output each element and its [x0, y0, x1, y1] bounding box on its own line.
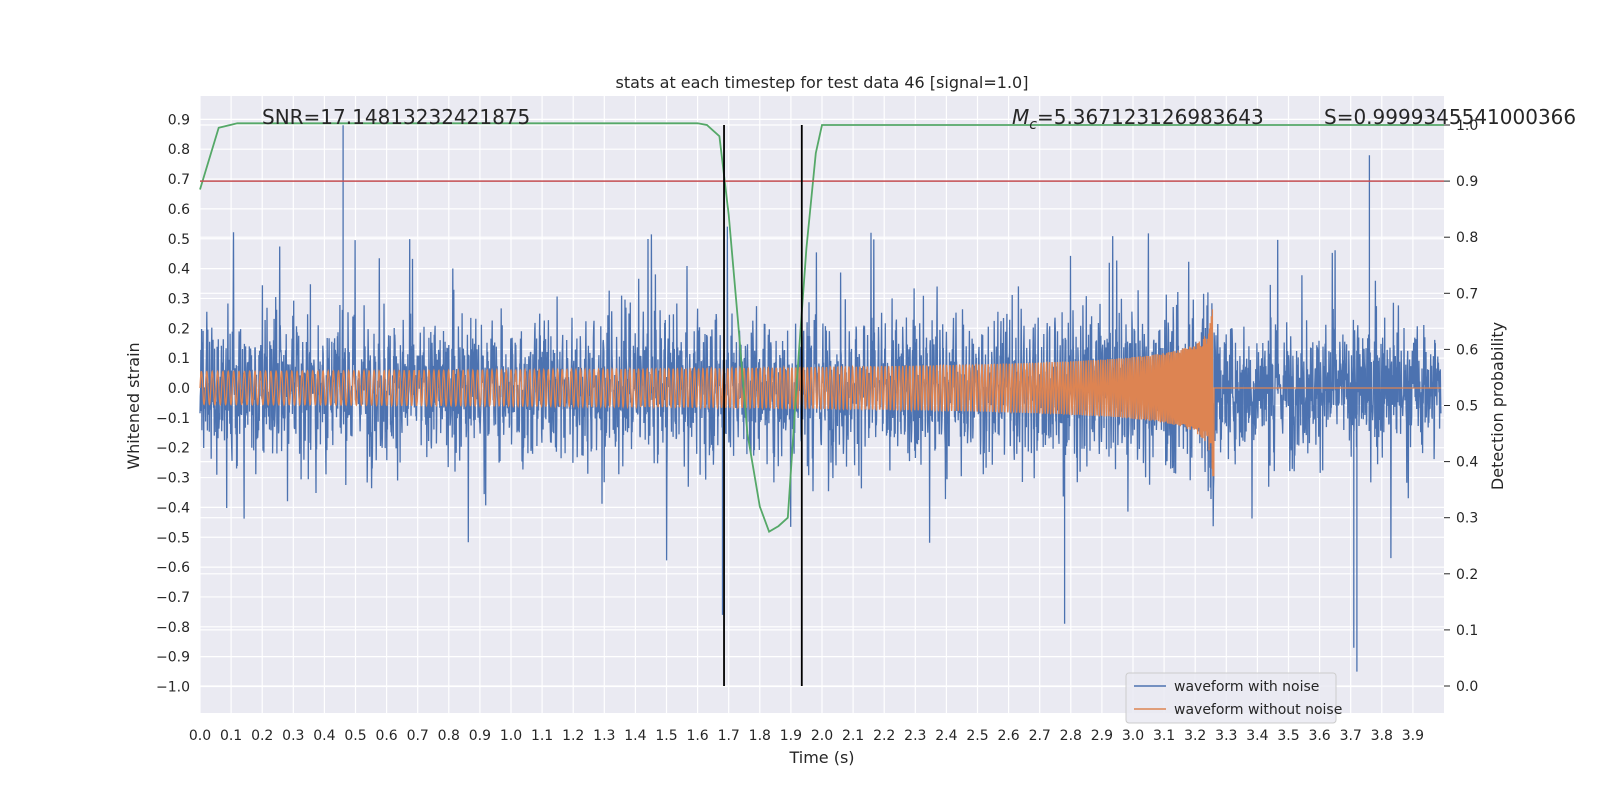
x-tick-label: 0.3 [282, 728, 304, 744]
x-tick-label: 2.4 [935, 728, 957, 744]
x-tick-label: 3.1 [1153, 728, 1175, 744]
right-tick-label: 1.0 [1456, 118, 1478, 134]
x-tick-label: 0.2 [251, 728, 273, 744]
chirp-mass-value: =5.367123126983643 [1037, 105, 1264, 129]
y-axis-label: Whitened strain [124, 342, 143, 469]
x-tick-label: 3.8 [1371, 728, 1393, 744]
y-tick-label: −0.2 [156, 441, 190, 457]
x-tick-label: 2.8 [1060, 728, 1082, 744]
waveform-with-noise-line [199, 125, 1442, 672]
x-tick-label: 3.6 [1308, 728, 1330, 744]
chart-title: stats at each timestep for test data 46 … [616, 73, 1029, 92]
x-tick-label: 2.6 [997, 728, 1019, 744]
x-tick-label: 0.7 [407, 728, 429, 744]
legend-label-noise: waveform with noise [1174, 679, 1319, 695]
legend-label-clean: waveform without noise [1174, 702, 1342, 718]
x-tick-label: 2.1 [842, 728, 864, 744]
y-tick-label: 0.8 [168, 142, 190, 158]
right-tick-label: 0.5 [1456, 399, 1478, 415]
y-tick-label: −0.4 [156, 500, 190, 516]
waveform-without-noise-line [199, 309, 1441, 477]
x-tick-label: 2.2 [873, 728, 895, 744]
x-tick-label: 0.6 [375, 728, 397, 744]
y-tick-label: −0.6 [156, 560, 190, 576]
x-tick-label: 1.1 [531, 728, 553, 744]
x-tick-label: 1.9 [780, 728, 802, 744]
x-axis-ticks: 0.0 0.1 0.2 0.3 0.4 0.5 0.6 0.7 0.8 0.9 1.0 1.1 1.2 1… [189, 728, 1424, 744]
x-tick-label: 0.0 [189, 728, 211, 744]
y-tick-label: −0.3 [156, 471, 190, 487]
y-tick-label: −0.5 [156, 530, 190, 546]
right-tick-label: 0.4 [1456, 455, 1478, 471]
y-tick-label: 0.2 [168, 321, 190, 337]
x-tick-label: 0.5 [344, 728, 366, 744]
y-tick-label: 0.4 [168, 262, 190, 278]
detection-probability-line [199, 122, 1444, 534]
right-tick-label: 0.2 [1456, 567, 1478, 583]
y-tick-label: 0.7 [168, 172, 190, 188]
y-tick-label: −0.8 [156, 620, 190, 636]
x-tick-label: 2.5 [966, 728, 988, 744]
right-axis-label: Detection probability [1488, 322, 1507, 490]
y-tick-label: −0.7 [156, 590, 190, 606]
snr-annotation: SNR=17.14813232421875 [262, 105, 530, 129]
x-tick-label: 3.9 [1402, 728, 1424, 744]
x-tick-label: 1.5 [655, 728, 677, 744]
x-tick-label: 3.2 [1184, 728, 1206, 744]
x-tick-label: 0.1 [220, 728, 242, 744]
x-tick-label: 0.4 [313, 728, 335, 744]
series-waveform-without-noise [199, 309, 1441, 477]
right-tick-label: 0.6 [1456, 342, 1478, 358]
y-axis-ticks: 0.9 0.8 0.7 0.6 0.5 0.4 0.3 0.2 0.1 0.0 −0.1 −0.2 −0… [156, 112, 190, 695]
x-tick-label: 2.9 [1091, 728, 1113, 744]
series-detection-probability [199, 122, 1444, 534]
right-tick-label: 0.9 [1456, 174, 1478, 190]
y-tick-label: 0.0 [168, 381, 190, 397]
right-tick-label: 0.3 [1456, 511, 1478, 527]
x-tick-label: 2.3 [904, 728, 926, 744]
y-tick-label: 0.6 [168, 202, 190, 218]
x-tick-label: 1.2 [562, 728, 584, 744]
right-tick-label: 0.0 [1456, 679, 1478, 695]
x-axis-label: Time (s) [788, 748, 854, 767]
x-tick-label: 3.4 [1246, 728, 1268, 744]
y-tick-label: 0.5 [168, 232, 190, 248]
right-axis-ticks: 1.0 0.9 0.8 0.7 0.6 0.5 0.4 0.3 0.2 0.1 0.0 [1444, 118, 1478, 695]
x-tick-label: 1.4 [624, 728, 646, 744]
y-tick-label: −1.0 [156, 680, 190, 696]
chirp-mass-subscript: c [1029, 117, 1037, 133]
x-tick-label: 0.8 [438, 728, 460, 744]
right-tick-label: 0.1 [1456, 623, 1478, 639]
x-tick-label: 1.3 [593, 728, 615, 744]
vertical-markers [723, 125, 803, 686]
x-tick-label: 1.0 [500, 728, 522, 744]
x-tick-label: 3.7 [1340, 728, 1362, 744]
legend-box [1125, 672, 1337, 724]
score-annotation: S=0.9999345541000366 [1324, 105, 1576, 129]
x-tick-label: 1.6 [686, 728, 708, 744]
right-tick-label: 0.7 [1456, 286, 1478, 302]
x-tick-label: 3.0 [1122, 728, 1144, 744]
chirp-mass-annotation: Mc=5.367123126983643 [1012, 105, 1264, 133]
y-tick-label: 0.9 [168, 112, 190, 128]
y-tick-label: 0.1 [168, 351, 190, 367]
x-tick-label: 3.3 [1215, 728, 1237, 744]
x-tick-label: 2.0 [811, 728, 833, 744]
x-tick-label: 1.7 [718, 728, 740, 744]
x-tick-label: 0.9 [469, 728, 491, 744]
y-tick-label: −0.1 [156, 411, 190, 427]
y-tick-label: 0.3 [168, 291, 190, 307]
y-tick-label: −0.9 [156, 650, 190, 666]
x-tick-label: 2.7 [1029, 728, 1051, 744]
x-tick-label: 1.8 [749, 728, 771, 744]
series-waveform-with-noise [199, 125, 1442, 672]
legend: waveform with noise waveform without noi… [1125, 672, 1342, 724]
chirp-mass-symbol: M [1012, 105, 1029, 129]
x-tick-label: 3.5 [1277, 728, 1299, 744]
right-tick-label: 0.8 [1456, 230, 1478, 246]
